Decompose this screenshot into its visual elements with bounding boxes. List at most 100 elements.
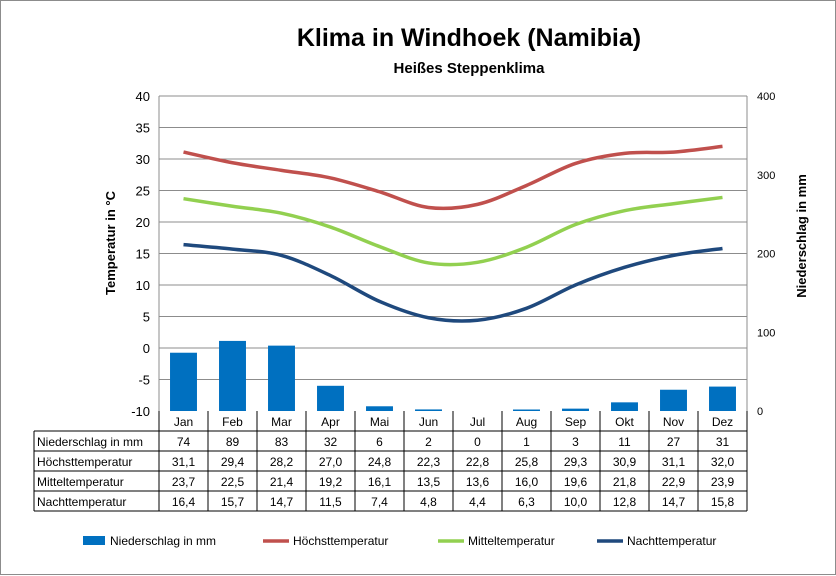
value-cell: 22,3 xyxy=(417,455,441,469)
y2-tick-label: 100 xyxy=(757,327,775,339)
data-table: Jan Feb Mar Apr Mai Jun Jul Aug Sep Okt Nov Dez Nied… xyxy=(33,411,748,512)
legend: Niederschlag in mm Höchsttemperatur Mittel… xyxy=(83,534,716,548)
y-tick-label: 40 xyxy=(136,89,150,104)
value-cell: 27,0 xyxy=(319,455,343,469)
y-tick-label: 25 xyxy=(136,184,150,199)
category-label: Nov xyxy=(663,415,684,429)
value-cell: 19,6 xyxy=(564,475,588,489)
y-tick-label: 35 xyxy=(136,121,150,136)
value-cell: 13,5 xyxy=(417,475,441,489)
legend-swatch xyxy=(83,536,105,545)
value-cell: 11,5 xyxy=(319,495,342,509)
value-cell: 0 xyxy=(474,435,481,449)
category-label: Jun xyxy=(419,415,438,429)
series-name-cell: Nachttemperatur xyxy=(37,495,126,509)
y-tick-label: 5 xyxy=(143,310,150,325)
category-label: Mar xyxy=(271,415,292,429)
value-cell: 32,0 xyxy=(711,455,735,469)
value-cell: 15,7 xyxy=(221,495,245,509)
category-label: Aug xyxy=(516,415,537,429)
precipitation-bar xyxy=(513,409,540,411)
series-name-cell: Mitteltemperatur xyxy=(37,475,124,489)
value-cell: 32 xyxy=(324,435,338,449)
y2-tick-label: 400 xyxy=(757,91,775,103)
category-label: Jul xyxy=(470,415,485,429)
chart-subtitle: Heißes Steppenklima xyxy=(394,60,546,77)
y-tick-label: 10 xyxy=(136,278,150,293)
value-cell: 3 xyxy=(572,435,579,449)
value-cell: 29,4 xyxy=(221,455,245,469)
temperature-line xyxy=(183,195,723,267)
y-tick-label: -10 xyxy=(131,404,150,419)
y-tick-label: -5 xyxy=(138,373,150,388)
temperature-lines xyxy=(183,144,723,323)
value-cell: 2 xyxy=(425,435,432,449)
value-cell: 29,3 xyxy=(564,455,588,469)
value-cell: 16,1 xyxy=(368,475,392,489)
value-cell: 16,0 xyxy=(515,475,539,489)
legend-label: Niederschlag in mm xyxy=(110,534,216,548)
gridlines xyxy=(159,95,747,380)
value-cell: 14,7 xyxy=(662,495,686,509)
value-cell: 31,1 xyxy=(662,455,686,469)
temperature-line xyxy=(183,144,723,211)
value-cell: 19,2 xyxy=(319,475,343,489)
precipitation-bars xyxy=(170,340,736,411)
temperature-line xyxy=(183,242,723,323)
value-cell: 22,8 xyxy=(466,455,490,469)
category-label: Jan xyxy=(174,415,193,429)
value-cell: 12,8 xyxy=(613,495,637,509)
y2-tick-label: 200 xyxy=(757,249,775,261)
y-tick-label: 30 xyxy=(136,152,150,167)
category-label: Dez xyxy=(712,415,733,429)
value-cell: 21,4 xyxy=(270,475,294,489)
precipitation-bar xyxy=(317,385,344,411)
value-cell: 74 xyxy=(177,435,191,449)
legend-label: Mitteltemperatur xyxy=(468,534,555,548)
category-label: Mai xyxy=(370,415,389,429)
category-label: Okt xyxy=(615,415,634,429)
y-tick-label: 15 xyxy=(136,247,150,262)
precipitation-bar xyxy=(709,386,736,411)
series-name-cell: Niederschlag in mm xyxy=(37,435,143,449)
value-cell: 11 xyxy=(618,435,631,449)
legend-label: Nachttemperatur xyxy=(627,534,716,548)
y2-tick-label: 300 xyxy=(757,170,775,182)
value-cell: 24,8 xyxy=(368,455,392,469)
category-label: Sep xyxy=(565,415,587,429)
value-cell: 1 xyxy=(523,435,530,449)
value-cell: 22,9 xyxy=(662,475,686,489)
value-cell: 89 xyxy=(226,435,240,449)
y-tick-label: 0 xyxy=(143,341,150,356)
value-cell: 23,7 xyxy=(172,475,196,489)
precipitation-bar xyxy=(415,409,442,411)
y-axis-label: Temperatur in °C xyxy=(103,190,118,295)
axes: 40 35 30 25 20 15 10 5 0 -5 -10 400 300 200 100 0 xyxy=(131,89,775,419)
value-cell: 6 xyxy=(376,435,383,449)
category-label: Apr xyxy=(321,415,340,429)
value-cell: 22,5 xyxy=(221,475,245,489)
value-cell: 21,8 xyxy=(613,475,637,489)
y2-axis-label: Niederschlag in mm xyxy=(794,174,809,298)
value-cell: 83 xyxy=(275,435,289,449)
series-name-cell: Höchsttemperatur xyxy=(37,455,132,469)
value-cell: 7,4 xyxy=(371,495,388,509)
value-cell: 31 xyxy=(716,435,730,449)
value-cell: 30,9 xyxy=(613,455,637,469)
y2-tick-label: 0 xyxy=(757,406,763,418)
precipitation-bar xyxy=(611,402,638,411)
chart-title: Klima in Windhoek (Namibia) xyxy=(297,24,641,52)
value-cell: 14,7 xyxy=(270,495,294,509)
value-cell: 23,9 xyxy=(711,475,735,489)
precipitation-bar xyxy=(219,340,246,411)
precipitation-bar xyxy=(268,345,295,411)
precipitation-bar xyxy=(562,408,589,411)
precipitation-bar xyxy=(366,406,393,411)
precipitation-bar xyxy=(170,352,197,411)
legend-label: Höchsttemperatur xyxy=(293,534,388,548)
y-tick-label: 20 xyxy=(136,215,150,230)
value-cell: 16,4 xyxy=(172,495,196,509)
value-cell: 4,8 xyxy=(420,495,437,509)
